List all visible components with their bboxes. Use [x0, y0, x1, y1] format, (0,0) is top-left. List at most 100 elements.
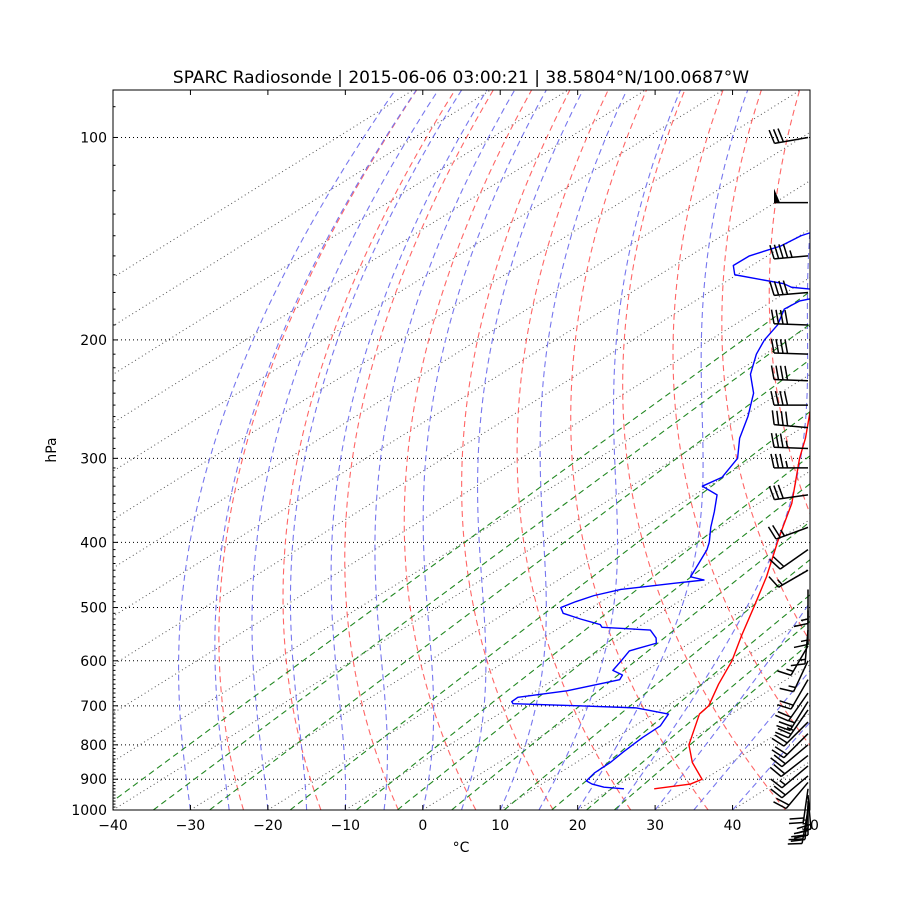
- barb-flag: [767, 526, 777, 540]
- dry-adiabat: [403, 90, 533, 810]
- barb-flag: [778, 721, 793, 728]
- wind-barb: [770, 453, 808, 469]
- pressure-gridlines: [113, 136, 810, 780]
- barb-flag: [773, 281, 780, 296]
- barb-flag: [775, 731, 789, 739]
- barb-flag: [774, 746, 788, 756]
- barb-flag: [776, 724, 791, 732]
- wind-barb: [775, 692, 809, 722]
- barb-flag: [784, 309, 789, 325]
- barb-flag: [793, 834, 809, 839]
- barb-half-flag: [780, 529, 786, 537]
- barb-flag: [789, 817, 804, 820]
- barb-flag: [777, 128, 785, 143]
- wind-barb: [770, 433, 809, 450]
- x-tick-label: 40: [724, 818, 742, 834]
- barb-flag: [770, 778, 783, 789]
- moist-adiabat: [289, 90, 463, 810]
- isotherm-line: [113, 90, 415, 279]
- x-tick-label: 0: [418, 818, 427, 834]
- barb-flag: [774, 453, 780, 469]
- y-tick-label: 900: [80, 772, 107, 788]
- wind-barb: [768, 128, 809, 145]
- barb-flag: [779, 339, 784, 354]
- barb-flag: [779, 700, 794, 706]
- barb-flag: [771, 749, 785, 759]
- dry-adiabat: [344, 90, 494, 810]
- dry-adiabat: [768, 90, 810, 516]
- barb-shaft: [790, 679, 809, 710]
- barb-half-flag: [785, 460, 789, 469]
- wind-barb: [771, 733, 809, 759]
- barb-flag: [791, 834, 806, 838]
- barb-flag: [770, 788, 783, 799]
- isotherm-line: [345, 518, 810, 810]
- y-tick-label: 600: [80, 654, 107, 670]
- barb-shaft: [781, 765, 809, 789]
- barb-flag: [779, 453, 784, 469]
- mixing-ratio-lines: [113, 290, 810, 810]
- barb-flag: [770, 433, 775, 448]
- wind-barb: [769, 754, 809, 778]
- barb-flag: [777, 710, 792, 718]
- x-tick-label: 20: [569, 818, 587, 834]
- moist-adiabat: [732, 721, 810, 810]
- barb-flag: [774, 390, 780, 406]
- wind-barb: [770, 365, 809, 382]
- plot-area: [113, 72, 900, 810]
- isotherm-line: [113, 90, 802, 521]
- wind-barb: [779, 660, 809, 693]
- wind-barb: [771, 410, 809, 429]
- barb-flag: [770, 453, 775, 469]
- dry-adiabat: [282, 90, 456, 810]
- dry-adiabat: [218, 90, 418, 810]
- barb-shaft: [774, 136, 809, 145]
- dry-adiabat: [815, 72, 900, 810]
- wind-barb: [769, 548, 809, 570]
- mixing-ratio-line: [113, 290, 810, 802]
- barb-flag: [775, 433, 780, 448]
- dry-adiabat: [570, 90, 709, 810]
- barb-flag: [773, 785, 786, 796]
- mixing-ratio-line: [153, 323, 810, 810]
- moist-adiabat: [330, 90, 488, 810]
- temperature-profile-line: [654, 407, 810, 790]
- mixing-ratio-line: [503, 558, 810, 810]
- barb-flag: [782, 280, 789, 295]
- barb-shaft: [774, 494, 809, 501]
- barb-shaft: [802, 788, 809, 823]
- barb-half-flag: [777, 579, 784, 586]
- barb-flag: [796, 823, 811, 830]
- barb-shaft: [785, 781, 809, 809]
- mixing-ratio-line: [586, 620, 810, 810]
- barb-flag: [790, 663, 806, 667]
- barb-shaft: [781, 775, 809, 799]
- barb-half-flag: [785, 440, 789, 448]
- moist-adiabat: [615, 224, 810, 810]
- barb-flag: [790, 838, 806, 842]
- barb-half-flag: [788, 685, 796, 689]
- wind-barb: [788, 788, 809, 825]
- wind-barb: [767, 524, 809, 540]
- wind-barb: [770, 338, 809, 355]
- wind-barb: [774, 188, 808, 204]
- barb-flag: [773, 801, 787, 810]
- barb-flag: [770, 309, 775, 324]
- barb-shaft: [775, 526, 809, 540]
- wind-barb: [793, 589, 809, 628]
- mixing-ratio-line: [551, 594, 810, 810]
- y-tick-label: 700: [80, 699, 107, 715]
- barb-shaft: [807, 794, 812, 829]
- y-tick-label: 200: [80, 333, 107, 349]
- profiles: [511, 232, 810, 790]
- barb-flag: [779, 687, 794, 693]
- wind-barb: [775, 709, 809, 739]
- isotherm-line: [422, 567, 810, 810]
- x-tick-label: 30: [646, 818, 664, 834]
- wind-barbs: [767, 128, 812, 845]
- moist-adiabat: [460, 90, 584, 810]
- barb-flag: [777, 703, 792, 710]
- barb-flag: [775, 714, 789, 722]
- barb-shaft: [781, 744, 809, 768]
